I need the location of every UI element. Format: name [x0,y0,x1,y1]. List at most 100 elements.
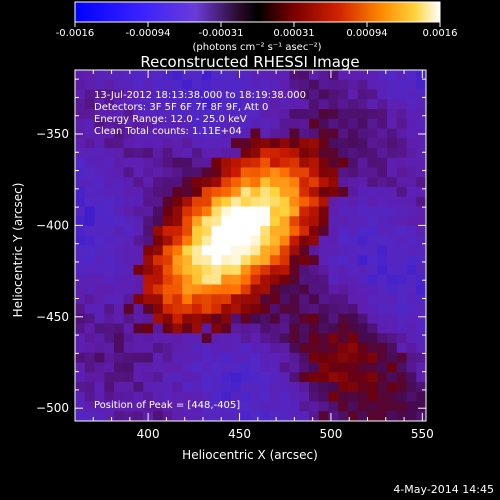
heatmap-cell [328,157,339,169]
heatmap-cell [318,304,330,315]
heatmap-cell [348,206,359,217]
heatmap-cell [357,70,369,81]
heatmap-cell [348,216,359,227]
heatmap-cell [250,382,261,393]
heatmap-cell [123,148,135,159]
heatmap-cell [357,411,369,421]
heatmap-cell [143,128,154,139]
heatmap-cell [416,206,426,217]
heatmap-cell [309,245,320,256]
heatmap-cell [75,245,86,256]
heatmap-cell [396,167,408,178]
heatmap-cell [143,245,154,256]
heatmap-cell [396,401,408,412]
heatmap-cell [114,196,125,208]
heatmap-cell [338,372,349,383]
heatmap-cell [133,274,144,286]
heatmap-cell [357,89,369,100]
heatmap-cell [270,187,281,198]
heatmap-cell [338,157,349,169]
heatmap-cell [328,352,339,364]
heatmap-cell [104,362,115,373]
heatmap-cell [260,333,271,344]
heatmap-cell [231,206,242,217]
heatmap-cell [406,177,417,188]
heatmap-cell [406,157,417,169]
heatmap-cell [162,323,174,334]
heatmap-cell [221,177,232,188]
heatmap-cell [289,323,300,334]
heatmap-cell [84,196,96,208]
heatmap-cell [94,167,105,178]
heatmap-cell [240,109,252,120]
heatmap-cell [240,148,252,159]
heatmap-cell [143,323,154,334]
heatmap-cell [240,313,252,325]
heatmap-cell [289,382,300,393]
heatmap-cell [211,226,222,237]
heatmap-cell [201,157,213,169]
heatmap-cell [94,352,105,364]
heatmap-cell [192,70,203,81]
y-tick-label: −350 [36,127,69,141]
heatmap-cell [104,99,115,110]
heatmap-cell [318,284,330,295]
heatmap-cell [299,323,310,334]
heatmap-cell [299,89,310,100]
heatmap-cell [416,196,426,208]
heatmap-cell [114,138,125,149]
heatmap-cell [123,70,135,81]
heatmap-cell [114,323,125,334]
heatmap-cell [318,148,330,159]
heatmap-cell [270,196,281,208]
heatmap-cell [416,362,426,373]
heatmap-cell [250,411,261,421]
heatmap-cell [348,333,359,344]
heatmap-cell [123,79,135,91]
heatmap-cell [387,99,398,110]
heatmap-cell [260,323,271,334]
heatmap-cell [250,391,261,403]
heatmap-cell [357,245,369,256]
heatmap-cell [279,274,291,286]
heatmap-cell [172,323,183,334]
heatmap-cell [309,70,320,81]
heatmap-cell [338,216,349,227]
heatmap-cell [133,352,144,364]
heatmap-cell [396,294,408,305]
heatmap-cell [348,352,359,364]
heatmap-cell [318,265,330,276]
heatmap-cell [406,216,417,227]
heatmap-cell [416,323,426,334]
heatmap-cell [211,235,222,247]
heatmap-cell [114,70,125,81]
heatmap-cell [289,148,300,159]
heatmap-cell [94,177,105,188]
heatmap-cell [192,148,203,159]
heatmap-cell [348,323,359,334]
heatmap-cell [231,196,242,208]
heatmap-cell [201,177,213,188]
heatmap-cell [172,216,183,227]
heatmap-cell [182,372,193,383]
heatmap-cell [201,128,213,139]
heatmap-cell [123,226,135,237]
heatmap-cell [84,265,96,276]
heatmap-cell [162,265,174,276]
heatmap-cell [153,391,164,403]
heatmap-cell [318,216,330,227]
heatmap-cell [309,294,320,305]
heatmap-cell [387,352,398,364]
heatmap-cell [94,196,105,208]
heatmap-cell [192,284,203,295]
heatmap-cell [250,235,261,247]
heatmap-cell [309,401,320,412]
heatmap-cell [123,167,135,178]
heatmap-cell [182,294,193,305]
heatmap-cell [201,118,213,130]
heatmap-cell [75,138,86,149]
heatmap-cell [299,196,310,208]
heatmap-cell [143,255,154,266]
heatmap-cell [123,255,135,266]
heatmap-cell [387,128,398,139]
